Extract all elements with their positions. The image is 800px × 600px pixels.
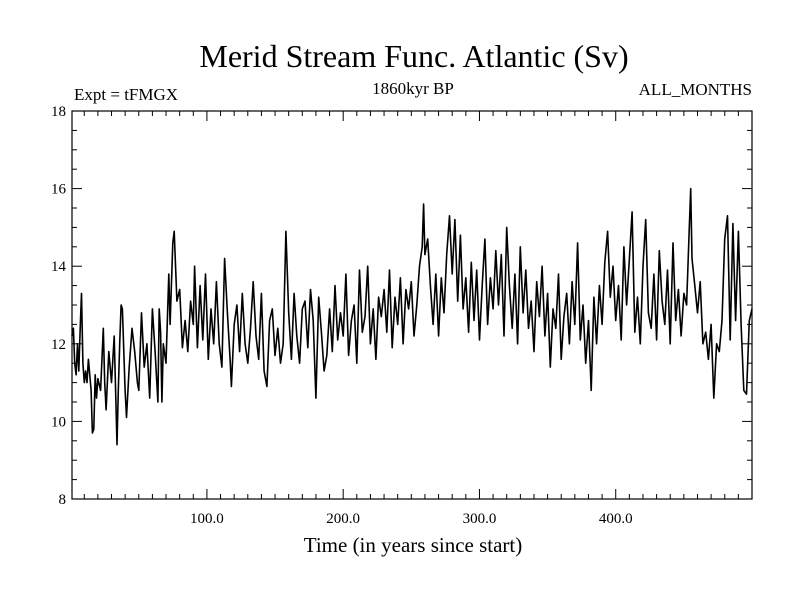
tick-labels: 100.0 200.0 300.0 400.0 8 10 12 14 16 18 bbox=[51, 104, 633, 527]
series-line bbox=[71, 187, 753, 446]
subtitle: 1860kyr BP bbox=[372, 79, 454, 98]
minor-ticks bbox=[72, 111, 753, 499]
y-tick-label: 10 bbox=[51, 414, 66, 430]
y-tick-label: 18 bbox=[51, 104, 66, 120]
chart-title: Merid Stream Func. Atlantic (Sv) bbox=[199, 38, 628, 74]
x-tick-label: 100.0 bbox=[190, 511, 224, 527]
x-tick-label: 200.0 bbox=[326, 511, 360, 527]
expt-label: Expt = tFMGX bbox=[74, 85, 178, 104]
y-tick-label: 14 bbox=[51, 259, 67, 275]
y-tick-label: 16 bbox=[51, 182, 67, 198]
x-tick-label: 300.0 bbox=[463, 511, 497, 527]
x-tick-label: 400.0 bbox=[599, 511, 633, 527]
y-tick-label: 8 bbox=[59, 492, 67, 508]
y-tick-label: 12 bbox=[51, 337, 66, 353]
months-label: ALL_MONTHS bbox=[639, 80, 752, 99]
x-axis-label: Time (in years since start) bbox=[304, 533, 523, 557]
plot-frame bbox=[71, 110, 753, 500]
